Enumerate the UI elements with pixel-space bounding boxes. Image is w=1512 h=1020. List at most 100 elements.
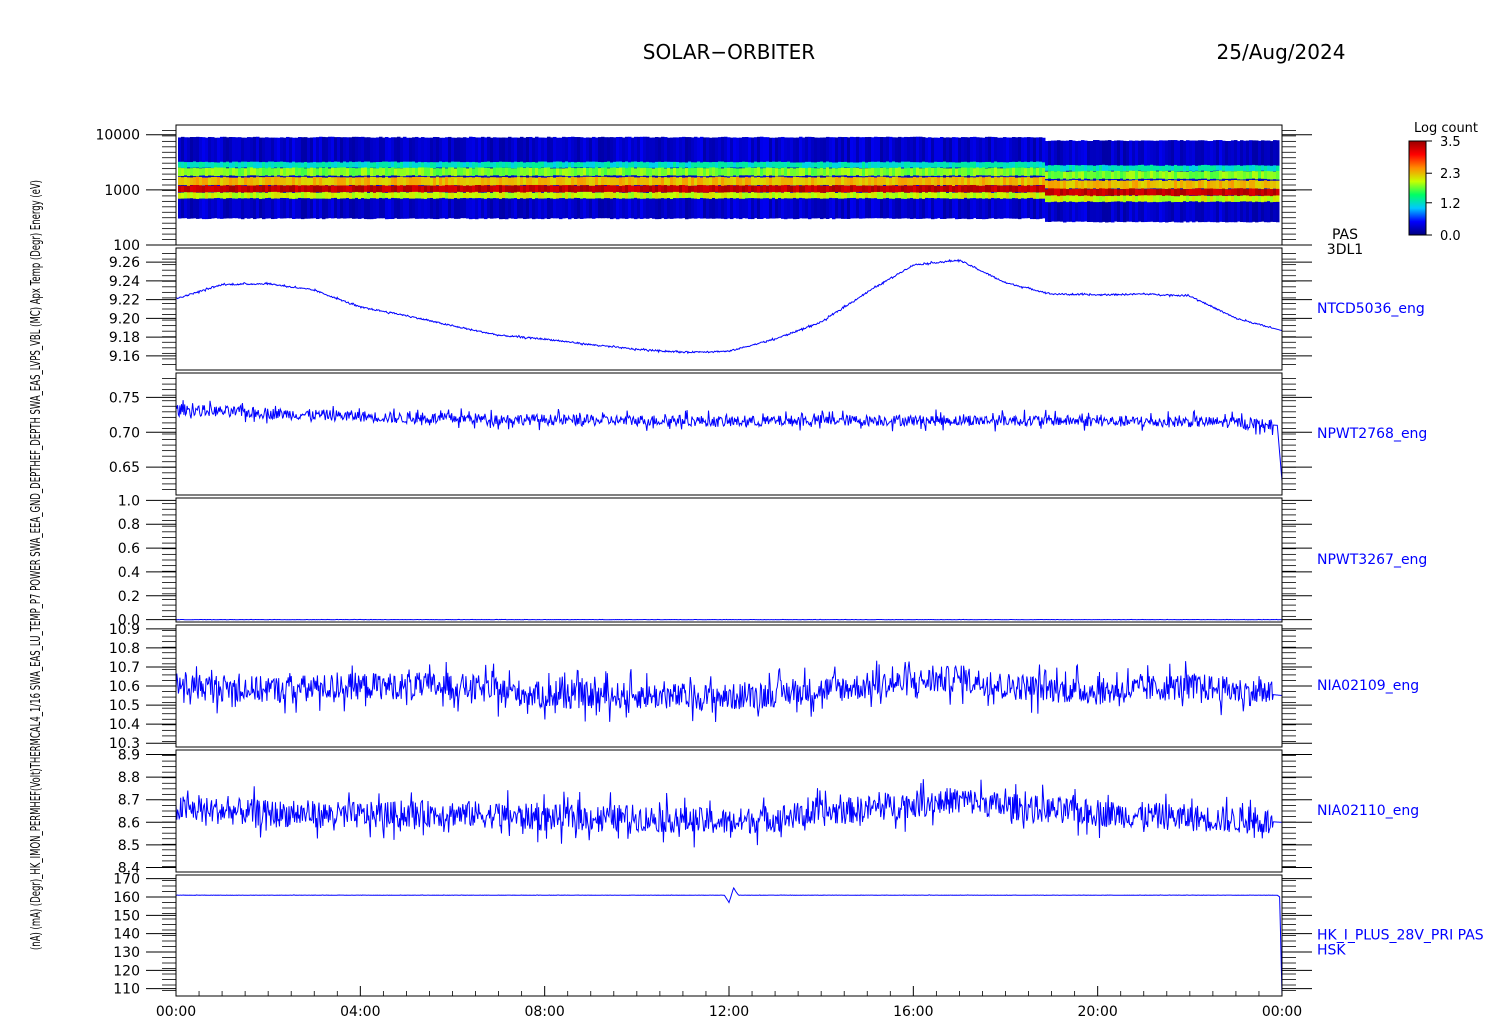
heatmap-cell [1072, 171, 1076, 179]
heatmap-cell [346, 162, 350, 168]
heatmap-cell [622, 167, 626, 177]
heatmap-cell [934, 185, 938, 193]
heatmap-cell [1153, 189, 1157, 197]
heatmap-cell [736, 185, 740, 193]
heatmap-cell [508, 161, 512, 168]
heatmap-cell [1051, 171, 1055, 179]
heatmap-cell [385, 161, 389, 169]
heatmap-cell [250, 177, 254, 186]
heatmap-cell [835, 162, 839, 169]
heatmap-cell [232, 167, 236, 176]
heatmap-cell [1105, 195, 1109, 203]
heatmap-cell [703, 185, 707, 193]
heatmap-cell [1093, 171, 1097, 179]
heatmap-cell [586, 185, 590, 193]
heatmap-cell [571, 176, 575, 186]
heatmap-cell [625, 168, 629, 176]
heatmap-cell [991, 162, 995, 168]
heatmap-cell [925, 192, 929, 198]
heatmap-cell [1222, 195, 1226, 203]
heatmap-cell [472, 177, 476, 186]
heatmap-cell [247, 192, 251, 199]
heatmap-cell [793, 168, 797, 177]
heatmap-cell [826, 176, 830, 186]
heatmap-cell [730, 185, 734, 193]
heatmap-cell [199, 185, 203, 193]
y-tick-label: 120 [113, 963, 140, 979]
heatmap-cell [1033, 177, 1037, 186]
colorbar-tick-label: 0.0 [1440, 229, 1461, 244]
heatmap-cell [901, 168, 905, 177]
heatmap-cell [712, 192, 716, 198]
heatmap-cell [484, 177, 488, 186]
heatmap-cell [724, 162, 728, 169]
heatmap-cell [1060, 165, 1064, 172]
heatmap-cell [292, 185, 296, 193]
heatmap-cell [1162, 180, 1166, 189]
heatmap-cell [967, 192, 971, 199]
heatmap-cell [406, 192, 410, 199]
heatmap-cell [943, 168, 947, 176]
heatmap-cell [826, 167, 830, 176]
heatmap-cell [466, 177, 470, 186]
heatmap-cell [931, 162, 935, 168]
heatmap-cell [397, 176, 401, 186]
heatmap-cell [295, 192, 299, 199]
heatmap-cell [727, 185, 731, 193]
heatmap-cell [1162, 165, 1166, 172]
series-line [175, 258, 1283, 355]
heatmap-cell [547, 185, 551, 193]
heatmap-cell [1126, 171, 1130, 179]
heatmap-cell [325, 162, 329, 169]
heatmap-cell [751, 176, 755, 186]
heatmap-cell [1057, 196, 1061, 203]
heatmap-cell [601, 192, 605, 199]
heatmap-cell [838, 167, 842, 176]
heatmap-cell [898, 177, 902, 186]
heatmap-cell [1006, 168, 1010, 177]
heatmap-cell [1180, 189, 1184, 196]
heatmap-cell [1177, 196, 1181, 202]
heatmap-cell [1192, 165, 1196, 172]
heatmap-cell [652, 168, 656, 176]
heatmap-cell [1018, 185, 1022, 192]
heatmap-cell [691, 168, 695, 176]
heatmap-cell [991, 185, 995, 192]
heatmap-cell [277, 185, 281, 193]
heatmap-cell [1273, 195, 1277, 202]
heatmap-cell [814, 168, 818, 176]
heatmap-cell [1153, 195, 1157, 202]
heatmap-cell [181, 185, 185, 193]
heatmap-cell [1084, 195, 1088, 202]
heatmap-cell [1129, 165, 1133, 172]
heatmap-cell [1111, 171, 1115, 180]
heatmap-cell [475, 185, 479, 193]
heatmap-cell [340, 177, 344, 186]
heatmap-cell [571, 161, 575, 168]
heatmap-cell [763, 192, 767, 199]
heatmap-cell [310, 177, 314, 186]
heatmap-cell [1120, 165, 1124, 172]
heatmap-cell [370, 177, 374, 186]
heatmap-cell [682, 162, 686, 168]
heatmap-cell [1189, 165, 1193, 171]
heatmap-cell [244, 177, 248, 186]
heatmap-cell [718, 168, 722, 176]
heatmap-cell [898, 162, 902, 168]
heatmap-cell [607, 185, 611, 193]
colorbar-tick-label: 2.3 [1440, 167, 1461, 182]
heatmap-cell [772, 161, 776, 168]
heatmap-cell [874, 185, 878, 193]
heatmap-cell [514, 185, 518, 193]
heatmap-cell [385, 167, 389, 177]
heatmap-cell [709, 167, 713, 176]
heatmap-cell [235, 168, 239, 176]
heatmap-cell [439, 192, 443, 199]
y-tick-label: 8.6 [118, 815, 140, 831]
heatmap-cell [1207, 171, 1211, 180]
heatmap-cell [766, 192, 770, 199]
heatmap-cell [493, 185, 497, 193]
heatmap-cell [940, 167, 944, 177]
heatmap-cell [754, 161, 758, 168]
heatmap-cell [1102, 188, 1106, 197]
